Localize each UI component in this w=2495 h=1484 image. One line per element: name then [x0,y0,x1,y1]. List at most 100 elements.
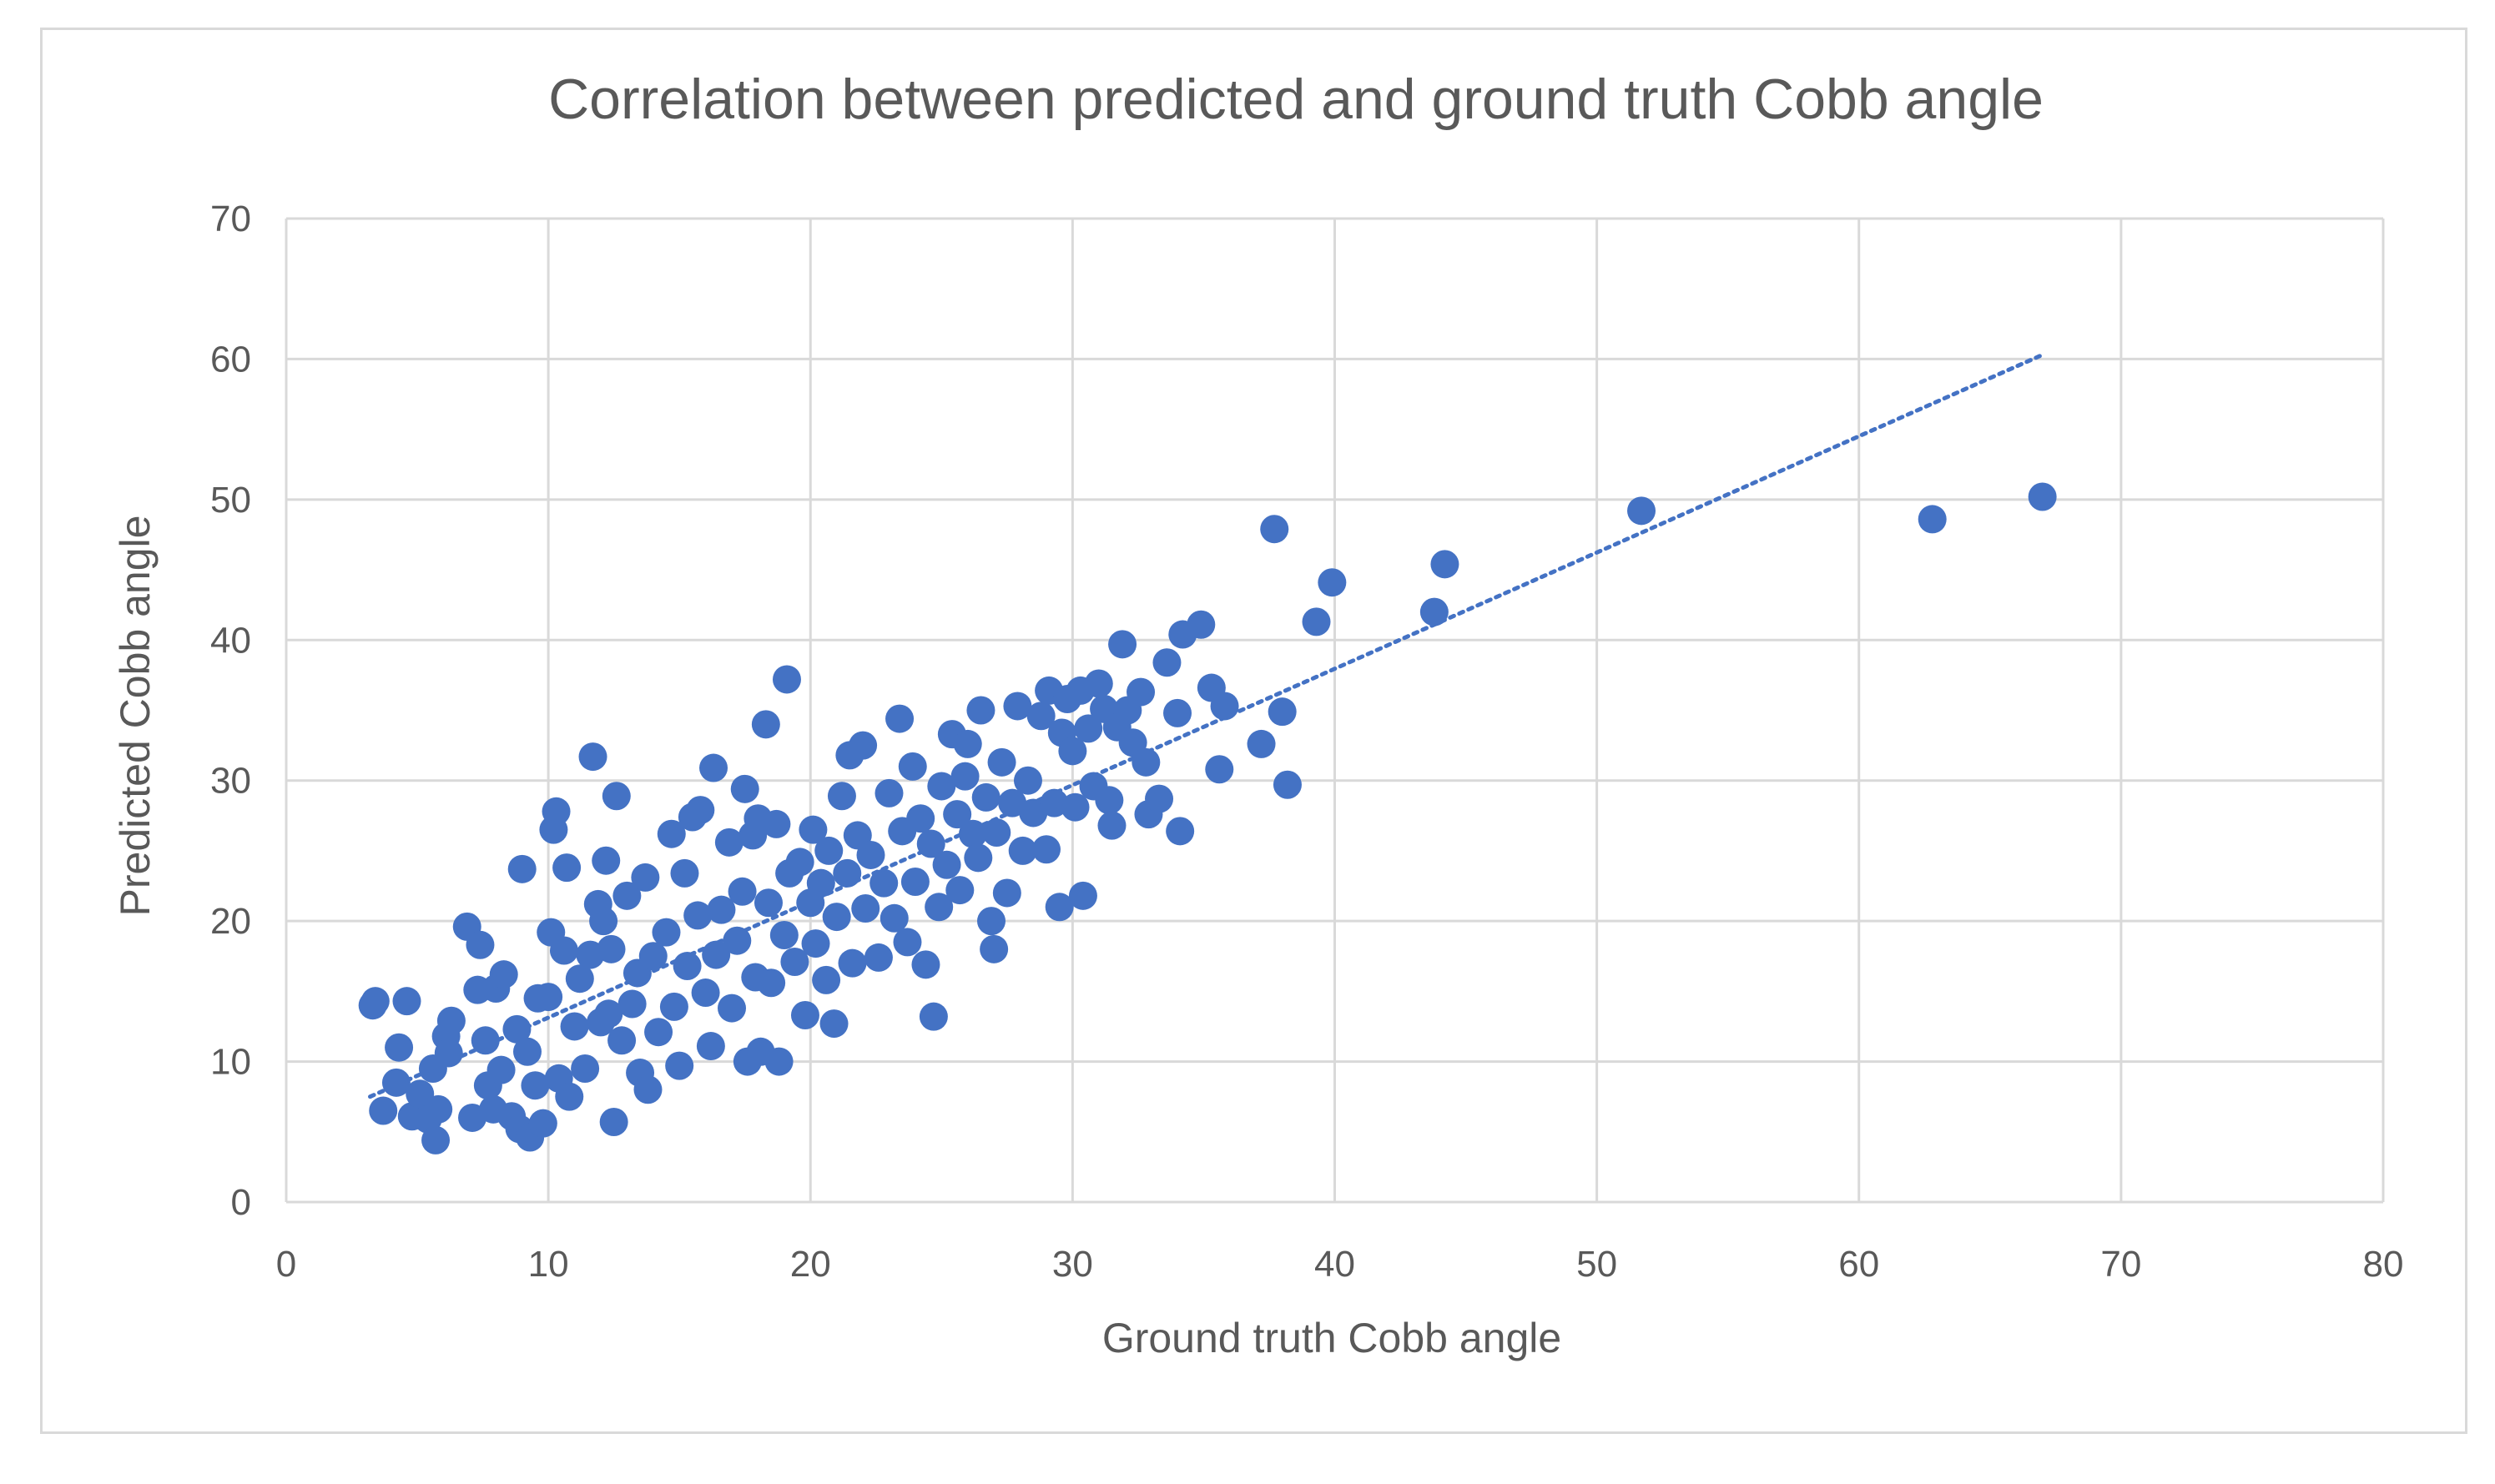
data-point-171 [1127,677,1156,707]
data-point-135 [953,729,982,758]
data-point-24 [489,960,518,989]
data-point-146 [1003,692,1032,721]
data-point-66 [659,992,688,1021]
y-tick-label-6: 60 [210,339,251,380]
data-point-147 [1008,836,1037,865]
data-point-174 [1145,784,1174,813]
data-point-14 [436,1006,466,1035]
data-point-71 [683,901,713,930]
data-point-89 [754,888,783,918]
data-point-115 [864,943,893,972]
data-point-113 [851,893,880,923]
data-point-93 [769,920,799,949]
data-point-19 [471,1026,500,1055]
data-point-31 [521,1071,550,1100]
data-point-44 [571,1054,600,1083]
data-point-129 [927,772,956,801]
data-point-150 [1026,702,1056,731]
data-point-161 [1074,714,1103,743]
data-point-60 [631,863,660,892]
data-point-98 [790,1000,819,1029]
data-point-56 [612,881,642,910]
data-point-11 [424,1094,453,1124]
x-axis-title: Ground truth Cobb angle [1102,1315,1561,1361]
data-point-68 [670,858,699,888]
data-point-172 [1132,747,1161,777]
data-point-119 [885,704,915,733]
data-point-179 [1187,610,1216,639]
data-point-168 [1108,630,1137,659]
data-point-177 [1166,817,1195,846]
data-point-41 [555,1082,584,1111]
data-point-92 [764,1047,794,1076]
x-tick-label-2: 20 [790,1244,831,1285]
data-point-2 [369,1096,398,1125]
data-point-46 [578,742,607,772]
data-point-176 [1163,698,1192,727]
data-point-94 [772,665,801,694]
data-point-191 [1627,496,1656,526]
data-point-124 [906,804,935,833]
data-point-165 [1095,786,1124,815]
data-point-67 [665,1051,694,1080]
data-point-26 [502,1014,532,1044]
data-point-121 [893,928,922,957]
data-point-18 [466,930,495,959]
y-tick-label-1: 10 [210,1042,251,1083]
y-tick-label-4: 40 [210,620,251,661]
data-point-130 [932,850,961,879]
data-point-127 [919,1002,948,1031]
data-point-188 [1318,568,1347,597]
data-point-186 [1273,770,1302,799]
data-point-105 [819,1009,849,1039]
data-point-52 [597,934,626,963]
data-point-29 [512,1037,542,1066]
data-point-108 [833,858,862,888]
data-point-104 [814,836,844,865]
data-point-107 [827,782,856,811]
data-point-182 [1210,692,1239,721]
data-point-1 [360,987,390,1016]
data-point-75 [699,753,728,782]
data-point-187 [1302,607,1331,636]
data-point-13 [434,1039,463,1068]
data-point-103 [812,965,841,994]
data-point-54 [602,782,631,811]
y-axis-tick-labels: 0 10 20 30 40 50 60 70 [210,199,251,1223]
data-point-117 [875,778,904,807]
data-point-137 [964,843,993,873]
x-tick-label-6: 60 [1838,1244,1879,1285]
data-point-65 [657,819,686,848]
data-point-63 [644,1018,673,1047]
x-tick-label-1: 10 [528,1244,569,1285]
data-point-193 [2028,482,2057,511]
data-point-10 [421,1125,451,1155]
data-point-51 [594,999,623,1029]
data-point-37 [542,797,571,826]
data-point-50 [592,846,621,875]
data-point-132 [943,800,972,829]
data-point-5 [392,987,421,1016]
data-point-97 [785,848,814,877]
data-point-57 [617,989,647,1019]
data-point-101 [801,929,830,958]
y-tick-label-0: 0 [231,1182,251,1223]
data-point-142 [982,818,1011,848]
data-point-64 [652,918,681,947]
data-point-183 [1247,729,1276,758]
data-point-80 [723,926,752,955]
y-tick-label-7: 70 [210,199,251,239]
data-point-160 [1068,881,1097,910]
x-axis-tick-labels: 0 10 20 30 40 50 60 70 80 [276,1244,2404,1285]
y-tick-label-2: 20 [210,901,251,942]
data-point-123 [900,867,930,896]
data-point-133 [945,876,975,905]
data-point-106 [822,903,851,932]
gridlines [285,217,2385,1204]
chart-title: Correlation between predicted and ground… [548,68,2044,131]
data-point-40 [552,853,582,883]
data-point-118 [880,903,909,933]
data-point-112 [849,731,878,760]
data-point-23 [486,1055,516,1084]
data-point-79 [718,994,747,1023]
